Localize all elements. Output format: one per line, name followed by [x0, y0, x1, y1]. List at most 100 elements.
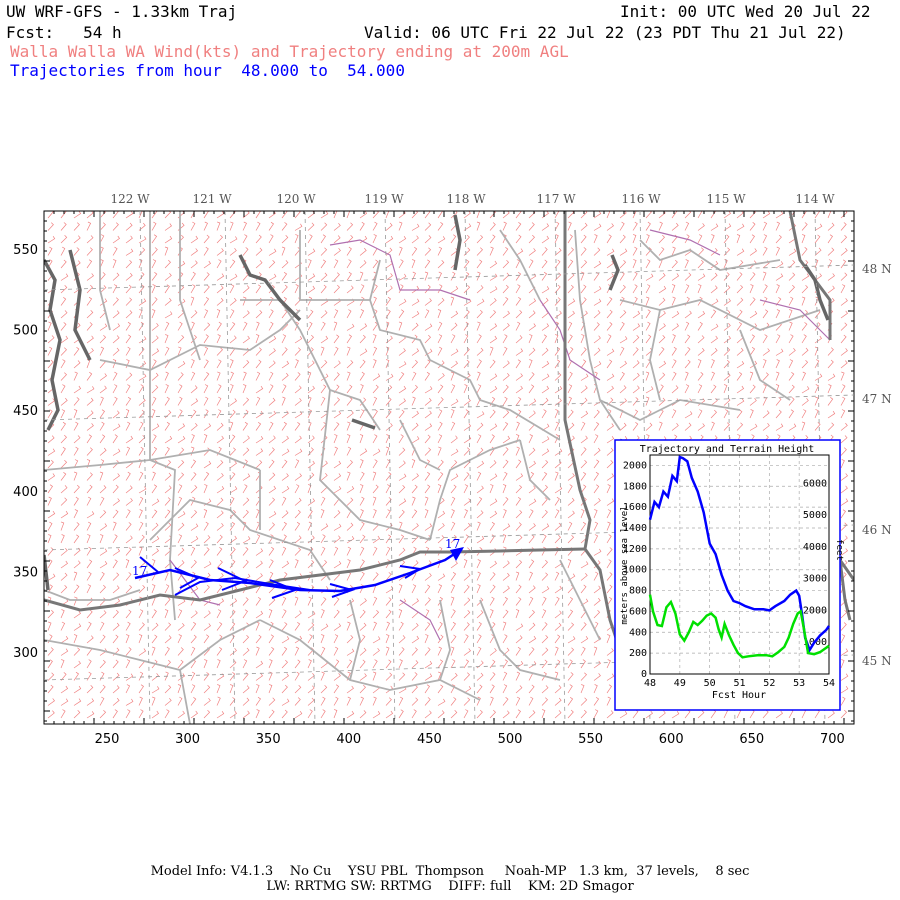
wind-barb	[359, 647, 367, 656]
wind-barb	[541, 572, 549, 581]
wind-barb	[255, 573, 263, 581]
wind-barb	[762, 246, 768, 256]
wind-barb	[554, 571, 560, 581]
wind-barb	[424, 271, 429, 281]
wind-barb	[60, 585, 68, 594]
wind-barb	[99, 421, 105, 431]
wind-barb	[125, 211, 134, 219]
wind-barb	[164, 284, 170, 294]
wind-barb	[60, 547, 68, 556]
wind-barb	[437, 222, 444, 231]
wind-barb	[541, 247, 548, 256]
wind-barb	[99, 571, 105, 581]
wind-barb	[112, 622, 120, 631]
wind-barb	[593, 660, 601, 669]
wind-barb	[268, 221, 274, 231]
wind-barb	[515, 373, 523, 381]
wind-barb	[151, 335, 159, 344]
wind-barb	[463, 648, 471, 656]
wind-barb	[73, 610, 81, 619]
wind-barb	[86, 521, 92, 531]
wind-barb	[229, 384, 234, 394]
wind-barb	[99, 285, 107, 294]
wind-barb	[203, 297, 210, 306]
wind-barb	[229, 434, 236, 444]
wind-barb	[502, 297, 509, 306]
wind-barb	[151, 259, 157, 269]
wind-barb	[840, 348, 848, 356]
wind-barb	[658, 297, 666, 306]
wind-barb	[47, 473, 56, 481]
wind-barb	[268, 472, 276, 481]
inset-right-tick-label: 6000	[803, 478, 827, 489]
wind-barb	[203, 346, 209, 356]
wind-barb	[645, 321, 651, 331]
wind-barb	[346, 421, 351, 431]
wind-barb	[242, 584, 248, 594]
wind-barb	[346, 222, 354, 231]
wind-barb	[684, 234, 690, 244]
wind-barb	[60, 211, 67, 219]
wind-barb	[138, 585, 146, 594]
wind-barb	[281, 636, 290, 644]
wind-barb	[242, 371, 247, 381]
wind-barb	[489, 434, 495, 444]
wind-barb	[528, 248, 536, 256]
inset-x-tick-label: 49	[674, 678, 686, 689]
wind-barb	[684, 334, 691, 344]
wind-barb	[190, 321, 195, 331]
wind-barb	[710, 247, 718, 256]
wind-barb	[437, 360, 445, 369]
wind-barb	[814, 384, 819, 394]
wind-barb	[541, 709, 546, 719]
map-frame	[43, 210, 855, 725]
wind-barb	[528, 471, 535, 481]
wind-barb	[450, 271, 456, 281]
wind-barb	[268, 296, 274, 306]
wind-barb	[268, 421, 274, 431]
wind-barb	[580, 410, 589, 419]
wind-barb	[515, 222, 522, 231]
wind-barb	[489, 409, 496, 419]
wind-barb	[385, 534, 392, 544]
wind-barb	[112, 297, 119, 306]
wind-barb	[762, 234, 768, 244]
wind-barb	[411, 560, 419, 569]
trajectory-arrow	[139, 556, 159, 573]
wind-barb	[112, 609, 119, 619]
wind-barb	[398, 659, 403, 669]
wind-barb	[190, 485, 198, 494]
wind-barb	[333, 384, 340, 394]
wind-barb	[86, 484, 93, 494]
wind-barb	[164, 622, 172, 631]
wind-barb	[411, 598, 419, 606]
wind-barb	[73, 397, 80, 406]
wind-barb	[697, 710, 705, 719]
wind-barb	[450, 621, 456, 631]
wind-barb	[840, 509, 846, 519]
wind-barb	[606, 659, 611, 669]
wind-barb	[606, 684, 612, 694]
wind-barb	[307, 211, 315, 219]
wind-barb	[47, 596, 52, 606]
wind-barb	[580, 447, 587, 456]
wind-barb	[593, 484, 600, 494]
wind-barb	[515, 272, 522, 281]
wind-barb	[580, 211, 588, 219]
wind-barb	[242, 609, 248, 619]
wind-barb	[463, 659, 469, 669]
wind-barb	[60, 648, 69, 656]
wind-barb	[138, 373, 147, 381]
wind-barb	[697, 310, 706, 319]
wind-barb	[567, 473, 575, 481]
wind-barb	[528, 509, 534, 519]
wind-barb	[840, 485, 848, 494]
wind-barb	[788, 296, 794, 306]
wind-barb	[450, 371, 455, 381]
wind-barb	[73, 496, 79, 506]
wind-barb	[749, 334, 755, 344]
wind-barb	[580, 646, 586, 656]
wind-barb	[125, 359, 130, 369]
wind-barb	[619, 310, 627, 319]
wind-barb	[437, 659, 444, 669]
